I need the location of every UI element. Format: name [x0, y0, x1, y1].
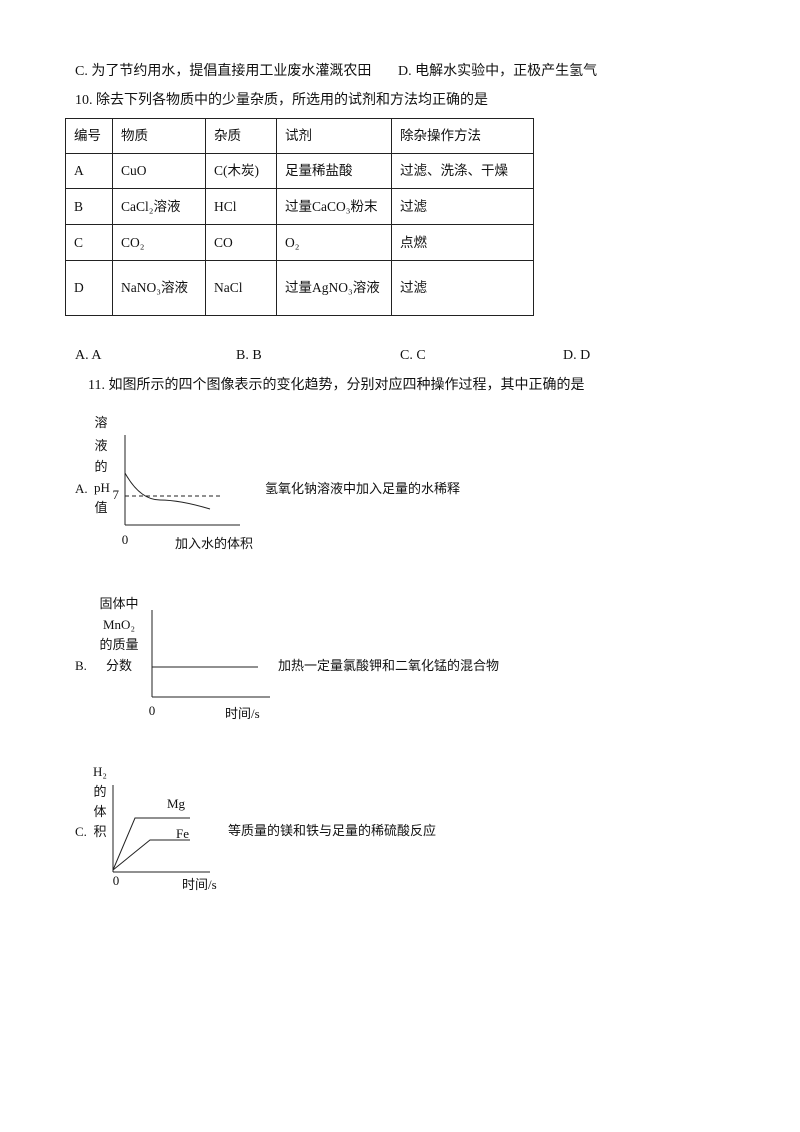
description: 加热一定量氯酸钾和二氧化锰的混合物: [278, 658, 499, 673]
graph-c: C. H₂ 的 体 积 Mg Fe 0 时间/s 等质量的镁和铁与足量的稀硫酸反…: [75, 764, 436, 892]
answer-option: D. D: [563, 348, 591, 363]
option-d: D. 电解水实验中，正极产生氢气: [398, 64, 598, 79]
table-cell: 过滤: [391, 188, 534, 225]
answer-option: C. C: [400, 348, 426, 363]
description: 氢氧化钠溶液中加入足量的水稀释: [265, 481, 460, 496]
graph-b: B. 固体中 MnO₂ 的质量 分数 0 时间/s 加热一定量氯酸钾和二氧化锰的…: [75, 596, 499, 721]
y-label: 溶: [94, 415, 107, 430]
table: 编号 物质 杂质 试剂 除杂操作方法 A CuO C(木炭) 足量稀盐酸 过滤、洗涤、干燥 B CaC…: [65, 118, 534, 316]
table-header: 编号 物质 杂质 试剂 除杂操作方法: [65, 118, 534, 154]
y-label: 固体中: [99, 596, 138, 611]
option-c: C. 为了节约用水，提倡直接用工业废水灌溉农田: [75, 64, 372, 79]
x-label: 加入水的体积: [175, 536, 253, 551]
graph-label: C.: [75, 824, 87, 839]
answer-option: B. B: [236, 348, 262, 363]
table-cell: CuO: [112, 153, 206, 189]
origin-label: 0: [113, 873, 120, 888]
graph-label: B.: [75, 658, 87, 673]
curve: [124, 472, 211, 510]
y-tick-label: 7: [113, 487, 120, 502]
table-cell: 物质: [112, 118, 206, 154]
table-cell: NaCl: [205, 260, 277, 316]
curve-label: Fe: [176, 826, 189, 841]
table-cell: C(木炭): [205, 153, 277, 189]
y-label: pH: [94, 480, 110, 495]
y-label: 的: [94, 459, 107, 474]
table-cell: CO: [205, 224, 277, 261]
curve-label: Mg: [167, 796, 186, 811]
curve: [112, 839, 190, 871]
table-cell: HCl: [205, 188, 277, 225]
curve: [112, 817, 190, 871]
table-cell: 足量稀盐酸: [276, 153, 392, 189]
y-label: H₂: [93, 764, 107, 779]
question-stem: 10. 除去下列各物质中的少量杂质，所选用的试剂和方法均正确的是: [75, 93, 488, 108]
y-label: 值: [94, 500, 107, 515]
y-label: 体: [93, 804, 106, 819]
table-row: B CaCl₂溶液 HCl 过量CaCO₃粉末 过滤: [65, 188, 534, 225]
y-label: MnO₂: [103, 617, 135, 632]
table-row: D NaNO₃溶液 NaCl 过量AgNO₃溶液 过滤: [65, 260, 534, 316]
x-label: 时间/s: [182, 877, 217, 892]
table-cell: C: [65, 224, 113, 261]
y-label: 的: [93, 784, 106, 799]
table-cell: 过滤、洗涤、干燥: [391, 153, 534, 189]
table-cell: 除杂操作方法: [391, 118, 534, 154]
x-label: 时间/s: [225, 706, 260, 721]
table-cell: D: [65, 260, 113, 316]
origin-label: 0: [149, 703, 156, 718]
table-cell: 过量CaCO₃粉末: [276, 188, 392, 225]
graph-label: A.: [75, 481, 88, 496]
table-cell: 试剂: [276, 118, 392, 154]
question-stem: 11. 如图所示的四个图像表示的变化趋势，分别对应四种操作过程，其中正确的是: [88, 378, 585, 393]
answer-option: A. A: [75, 348, 102, 363]
table-cell: 过滤: [391, 260, 534, 316]
table-row: C CO₂ CO O₂ 点燃: [65, 224, 534, 261]
origin-label: 0: [122, 532, 129, 547]
y-label: 分数: [106, 658, 132, 673]
table-cell: CaCl₂溶液: [112, 188, 206, 225]
y-label: 积: [93, 824, 106, 839]
table-cell: NaNO₃溶液: [112, 260, 206, 316]
table-cell: A: [65, 153, 113, 189]
description: 等质量的镁和铁与足量的稀硫酸反应: [228, 823, 436, 838]
table-cell: 过量AgNO₃溶液: [276, 260, 392, 316]
y-label: 的质量: [99, 637, 138, 652]
graph-a: A. 溶 液 的 pH 值 7 0 加入水的体积 氢氧化钠溶液中加入足量的水稀释: [75, 415, 460, 551]
table-row: A CuO C(木炭) 足量稀盐酸 过滤、洗涤、干燥: [65, 153, 534, 189]
y-label: 液: [94, 438, 107, 453]
